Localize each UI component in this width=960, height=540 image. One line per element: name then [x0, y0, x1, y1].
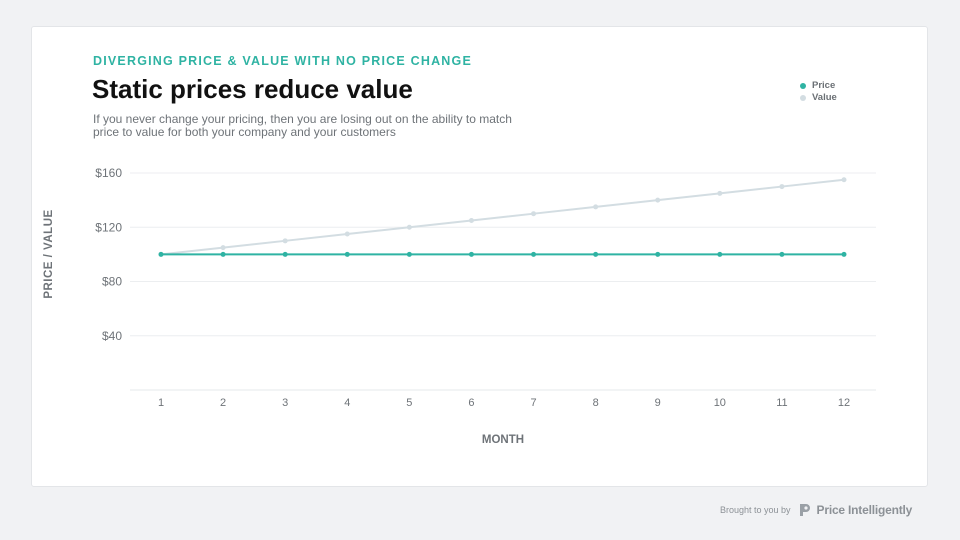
- data-point-price: [655, 251, 661, 257]
- x-tick-label: 2: [220, 397, 226, 409]
- legend-label-price: Price: [812, 80, 836, 91]
- data-point-price: [282, 251, 288, 257]
- x-tick-label: 12: [838, 397, 850, 409]
- series-layer: [158, 177, 847, 257]
- data-point-value: [344, 231, 350, 237]
- series-line-value: [160, 178, 845, 256]
- x-tick-label: 5: [406, 397, 412, 409]
- x-tick-label: 10: [714, 397, 726, 409]
- legend-swatch-value: [800, 95, 806, 101]
- data-point-value: [406, 224, 412, 230]
- grid-layer: [130, 172, 876, 391]
- data-point-price: [406, 251, 412, 257]
- legend-item-value: Value: [800, 92, 837, 104]
- x-tick-label: 8: [593, 397, 599, 409]
- price-intelligently-logo-icon: [799, 504, 810, 516]
- chart-eyebrow: DIVERGING PRICE & VALUE WITH NO PRICE CH…: [93, 54, 472, 68]
- data-point-value: [282, 238, 288, 244]
- chart-legend: Price Value: [800, 80, 837, 104]
- data-point-value: [841, 177, 847, 183]
- data-point-price: [220, 251, 226, 257]
- data-point-value: [655, 197, 661, 203]
- data-point-value: [220, 245, 226, 251]
- data-point-price: [344, 251, 350, 257]
- legend-swatch-price: [800, 83, 806, 89]
- data-point-value: [593, 204, 599, 210]
- data-point-price: [593, 251, 599, 257]
- x-tick-label: 4: [344, 397, 350, 409]
- x-tick-label: 1: [158, 397, 164, 409]
- y-axis-label: PRICE / VALUE: [43, 209, 55, 298]
- data-point-price: [468, 251, 474, 257]
- data-point-value: [717, 190, 723, 196]
- legend-item-price: Price: [800, 80, 837, 92]
- chart-title: Static prices reduce value: [92, 74, 413, 104]
- footer-credit-text: Brought to you by: [720, 505, 791, 515]
- data-point-price: [841, 251, 847, 257]
- x-tick-label: 7: [530, 397, 536, 409]
- x-axis-label: MONTH: [482, 434, 524, 446]
- data-point-price: [717, 251, 723, 257]
- y-tick-label: $80: [102, 275, 122, 289]
- data-point-price: [779, 251, 785, 257]
- chart-card: DIVERGING PRICE & VALUE WITH NO PRICE CH…: [31, 26, 928, 487]
- data-point-value: [531, 211, 537, 217]
- x-tick-label: 6: [468, 397, 474, 409]
- data-point-value: [468, 217, 474, 223]
- y-tick-label: $120: [95, 220, 122, 234]
- data-point-price: [531, 251, 537, 257]
- footer-brand-name: Price Intelligently: [816, 503, 913, 517]
- x-tick-label: 3: [282, 397, 288, 409]
- legend-label-value: Value: [812, 92, 837, 103]
- y-tick-label: $40: [102, 329, 122, 343]
- y-tick-label: $160: [95, 166, 122, 180]
- footer-credit: Brought to you by Price Intelligently: [720, 502, 912, 518]
- x-tick-label: 9: [655, 397, 661, 409]
- data-point-price: [158, 251, 164, 257]
- x-tick-label: 11: [776, 397, 787, 409]
- chart-subtitle: If you never change your pricing, then y…: [93, 112, 512, 139]
- data-point-value: [779, 184, 785, 190]
